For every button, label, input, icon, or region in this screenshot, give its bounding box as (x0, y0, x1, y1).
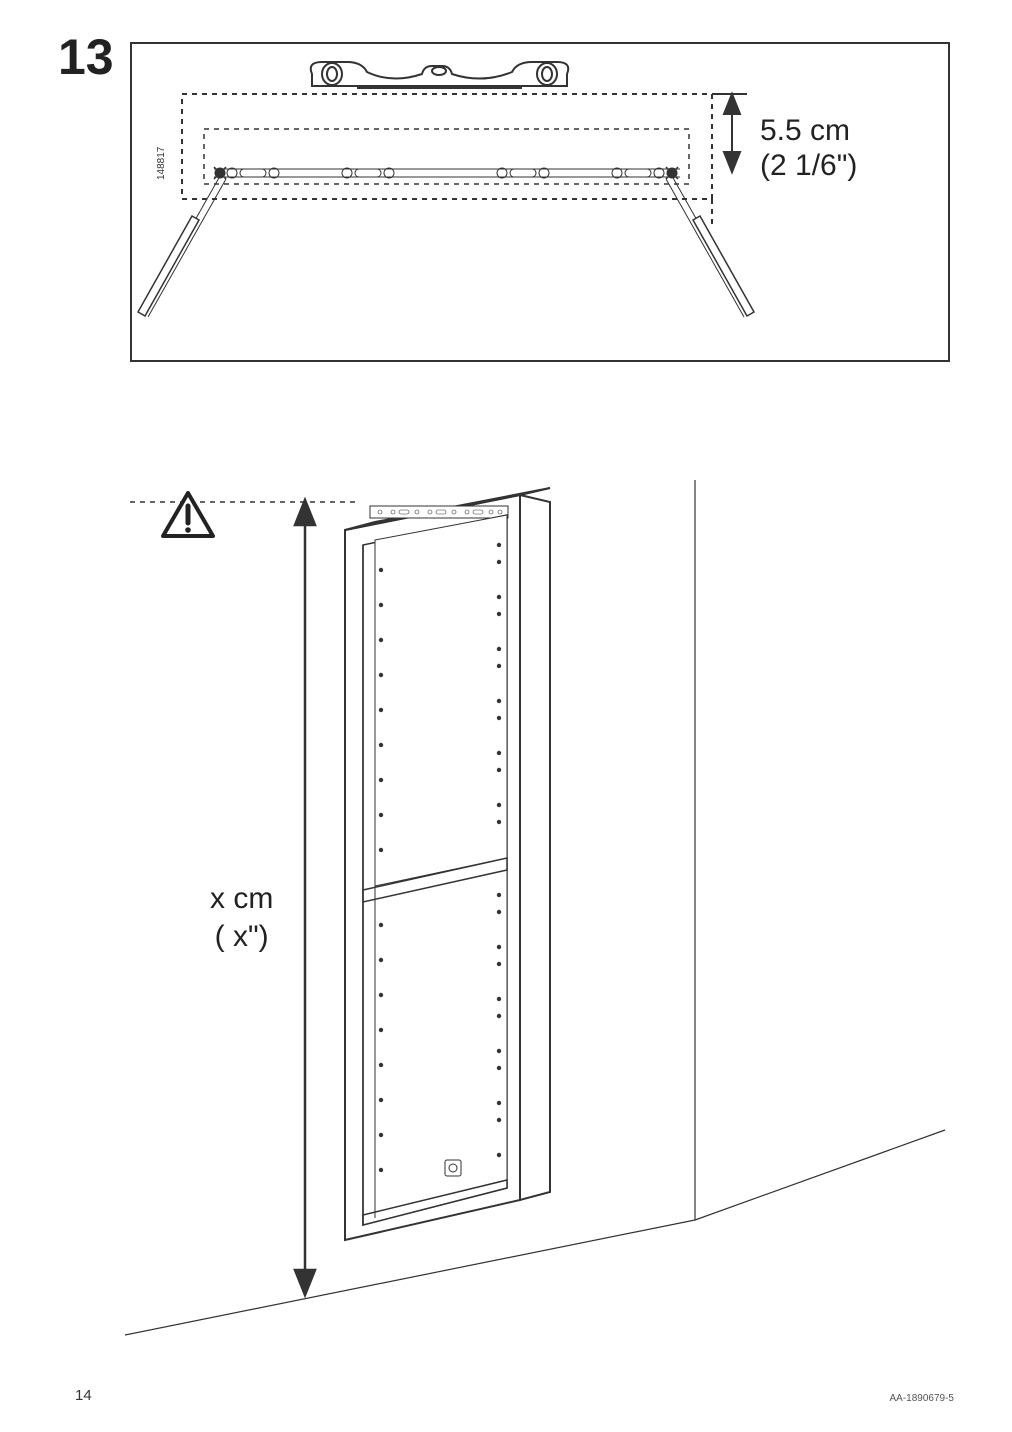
top-measure-cm: 5.5 cm (760, 114, 850, 147)
lower-diagram (75, 440, 955, 1340)
x-measurement: x cm ( x") (210, 880, 273, 955)
part-number-vertical: 148817 (156, 147, 167, 180)
x-measure-cm: x cm (210, 882, 273, 915)
step-number: 13 (58, 28, 114, 86)
top-diagram (132, 44, 948, 360)
page-number: 14 (75, 1387, 92, 1404)
top-measurement: 5.5 cm (2 1/6") (760, 114, 857, 183)
document-id: AA-1890679-5 (890, 1393, 955, 1404)
warning-icon (160, 490, 216, 540)
top-measure-in: (2 1/6") (760, 149, 857, 182)
step-panel (130, 42, 950, 362)
lower-diagram-container (75, 440, 955, 1340)
x-measure-in: ( x") (215, 920, 269, 953)
